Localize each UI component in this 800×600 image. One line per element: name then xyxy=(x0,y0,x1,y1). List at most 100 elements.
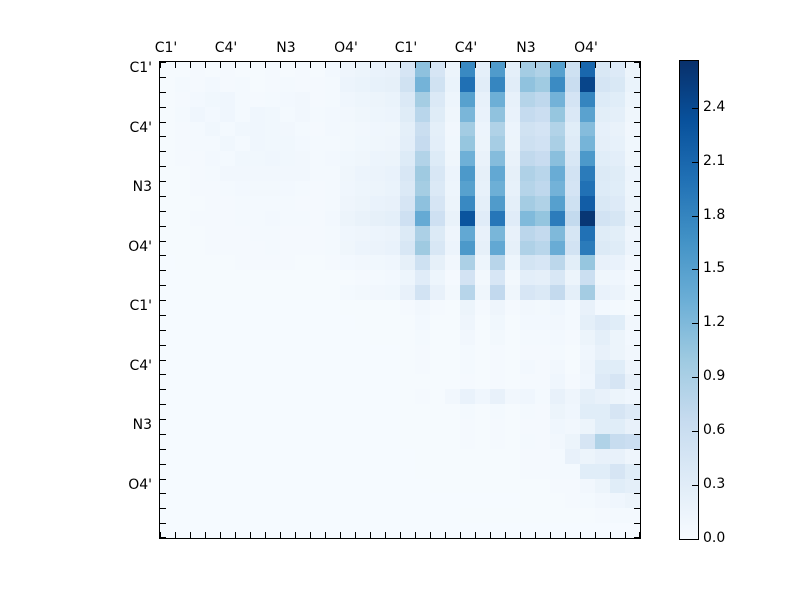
colorbar-tick xyxy=(692,323,698,325)
heatmap-cell xyxy=(565,210,580,226)
heatmap-cell xyxy=(565,270,580,286)
heatmap-cell xyxy=(550,255,565,271)
heatmap-cell xyxy=(400,433,415,449)
heatmap-cell xyxy=(355,359,370,375)
heatmap-cell xyxy=(310,508,325,524)
heatmap-cell xyxy=(325,329,340,345)
heatmap-cell xyxy=(160,389,175,405)
heatmap-cell xyxy=(310,76,325,92)
heatmap-cell xyxy=(340,225,355,241)
heatmap-cell xyxy=(235,195,250,211)
heatmap-cell xyxy=(400,314,415,330)
heatmap-cell xyxy=(280,136,295,152)
axis-tick xyxy=(175,532,176,538)
heatmap-cell xyxy=(565,523,580,538)
heatmap-cell xyxy=(550,463,565,479)
heatmap-cell xyxy=(535,285,550,300)
heatmap-cell xyxy=(280,478,295,494)
heatmap-cell xyxy=(280,76,295,92)
heatmap-cell xyxy=(190,270,205,286)
heatmap-cell xyxy=(280,210,295,226)
heatmap-cell xyxy=(490,166,505,181)
heatmap-cell xyxy=(340,91,355,107)
heatmap-cell xyxy=(190,225,205,241)
heatmap-cell xyxy=(595,300,610,315)
heatmap-cell xyxy=(175,493,190,509)
heatmap-cell xyxy=(160,210,175,226)
colorbar-tick xyxy=(692,485,698,487)
heatmap-cell xyxy=(460,329,475,345)
heatmap-cell xyxy=(385,433,400,449)
axis-tick xyxy=(160,181,166,182)
axis-tick xyxy=(160,532,161,538)
heatmap-cell xyxy=(400,195,415,211)
heatmap-cell xyxy=(460,285,475,300)
axis-tick xyxy=(370,532,371,538)
heatmap-cell xyxy=(385,195,400,211)
heatmap-cell xyxy=(295,448,310,464)
colorbar-tick-label: 1.5 xyxy=(703,260,726,277)
heatmap-cell xyxy=(505,106,520,122)
heatmap-cell xyxy=(250,314,265,330)
heatmap-cell xyxy=(520,181,535,196)
heatmap-cell xyxy=(235,136,250,152)
heatmap-cell xyxy=(250,300,265,315)
heatmap-cell xyxy=(550,508,565,524)
heatmap-cell xyxy=(415,493,430,509)
heatmap-cell xyxy=(610,285,625,300)
heatmap-cell xyxy=(580,404,595,419)
heatmap-cell xyxy=(295,463,310,479)
colorbar-tick-label: 1.8 xyxy=(703,206,726,223)
heatmap-cell xyxy=(610,419,625,434)
heatmap-cell xyxy=(520,300,535,315)
heatmap-cell xyxy=(595,285,610,300)
heatmap-cell xyxy=(235,419,250,434)
heatmap-cell xyxy=(505,404,520,419)
heatmap-cell xyxy=(175,329,190,345)
heatmap-cell xyxy=(370,76,385,92)
heatmap-cell xyxy=(340,62,355,77)
heatmap-cell xyxy=(415,106,430,122)
heatmap-cell xyxy=(460,463,475,479)
heatmap-cell xyxy=(175,389,190,405)
axis-tick xyxy=(265,62,266,68)
heatmap-cell xyxy=(610,195,625,211)
heatmap-cell xyxy=(355,225,370,241)
heatmap-cell xyxy=(475,285,490,300)
heatmap-cell xyxy=(220,463,235,479)
heatmap-cell xyxy=(460,106,475,122)
heatmap-cell xyxy=(370,493,385,509)
heatmap-cell xyxy=(385,344,400,360)
axis-tick xyxy=(475,62,476,68)
axis-tick xyxy=(634,493,640,494)
heatmap-cell xyxy=(220,270,235,286)
heatmap-cell xyxy=(370,508,385,524)
heatmap-cell xyxy=(475,359,490,375)
heatmap-cell xyxy=(265,523,280,538)
heatmap-cell xyxy=(415,389,430,405)
heatmap-cell xyxy=(475,389,490,405)
heatmap-cell xyxy=(385,463,400,479)
heatmap-cell xyxy=(400,389,415,405)
heatmap-cell xyxy=(430,523,445,538)
axis-tick xyxy=(550,532,551,538)
heatmap-cell xyxy=(175,523,190,538)
heatmap-cell xyxy=(295,91,310,107)
heatmap-cell xyxy=(295,389,310,405)
heatmap-cell xyxy=(550,493,565,509)
heatmap-cell xyxy=(565,448,580,464)
heatmap-cell xyxy=(595,329,610,345)
axis-tick xyxy=(160,374,166,375)
heatmap-cell xyxy=(475,463,490,479)
colorbar-tick xyxy=(692,377,698,379)
heatmap-cell xyxy=(280,344,295,360)
heatmap-cell xyxy=(490,210,505,226)
heatmap-cell xyxy=(325,121,340,137)
heatmap-cell xyxy=(580,374,595,390)
heatmap-cell xyxy=(565,240,580,256)
heatmap-cell xyxy=(565,314,580,330)
axis-tick xyxy=(634,537,640,538)
heatmap-cell xyxy=(520,463,535,479)
heatmap-cell xyxy=(220,493,235,509)
axis-tick xyxy=(205,62,206,68)
